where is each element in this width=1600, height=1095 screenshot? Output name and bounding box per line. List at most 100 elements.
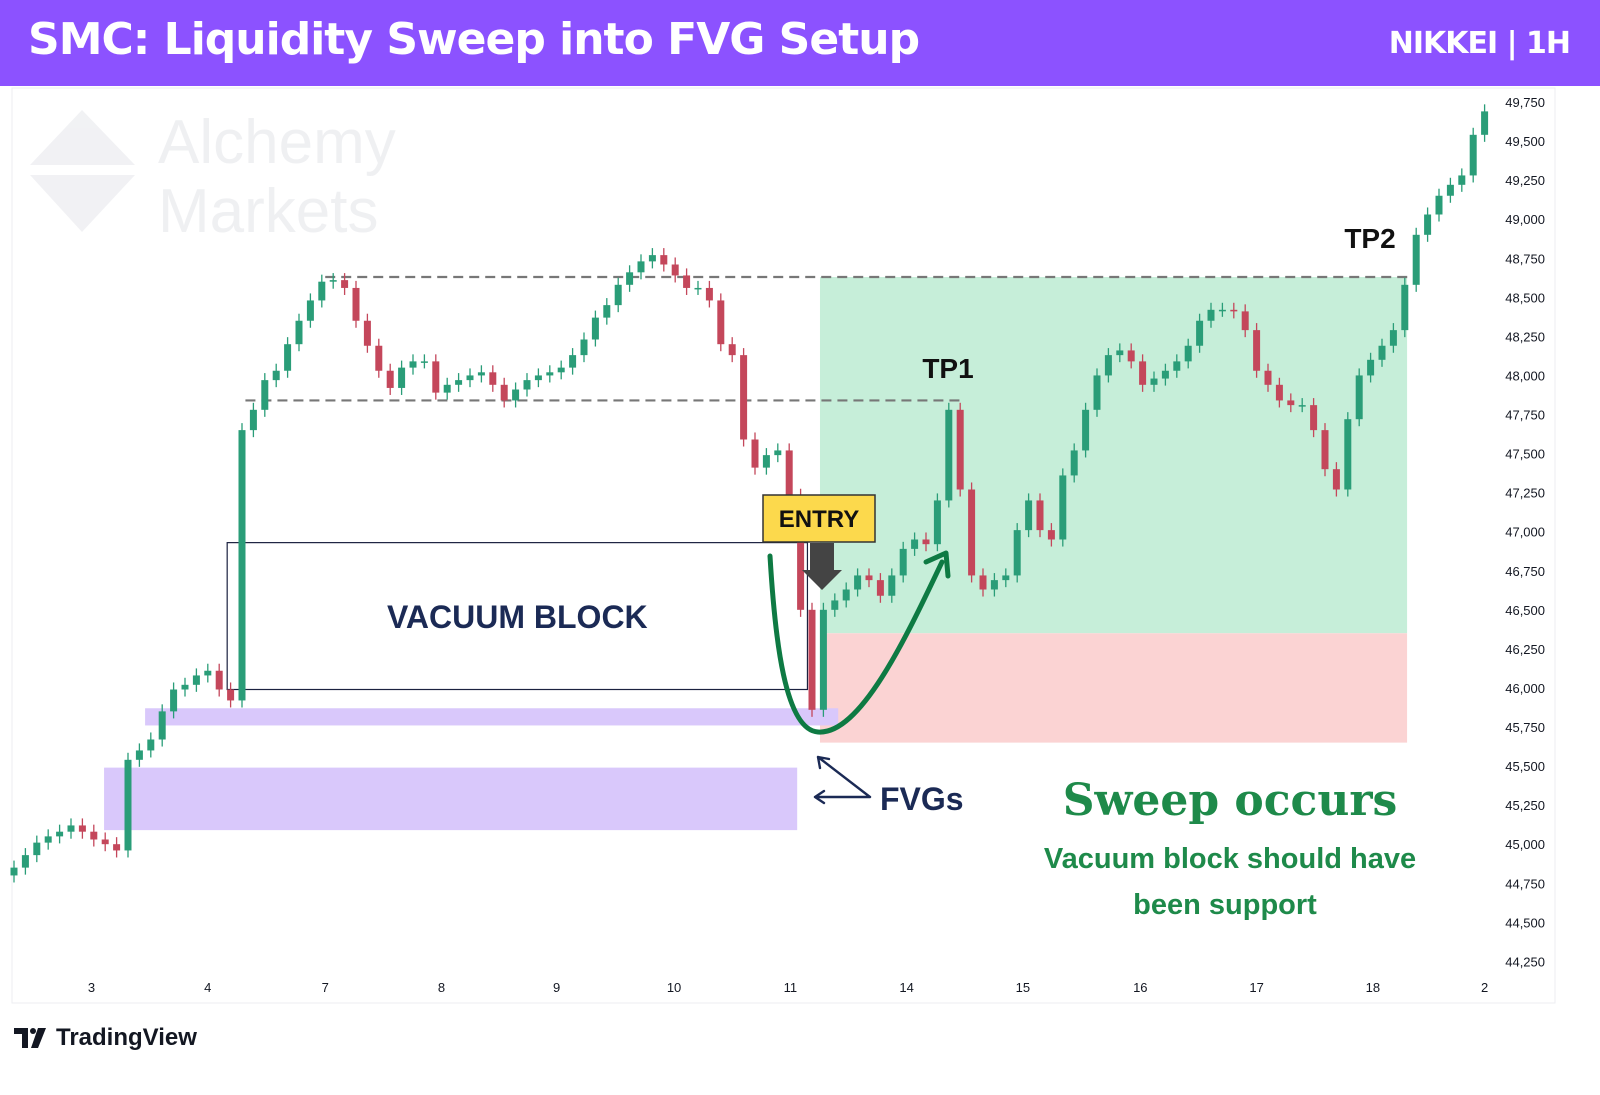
candle-body <box>329 280 337 282</box>
watermark-text: Markets <box>158 177 378 246</box>
y-tick-label: 44,500 <box>1505 915 1545 930</box>
candle-body <box>1139 361 1147 385</box>
y-tick-label: 48,500 <box>1505 290 1545 305</box>
tp1-label: TP1 <box>922 353 973 384</box>
candle-body <box>911 539 919 549</box>
stop-loss-zone <box>819 633 1408 743</box>
candle-body <box>1344 419 1352 490</box>
x-tick-label: 8 <box>438 980 445 995</box>
candle-body <box>1321 430 1329 470</box>
candle-body <box>1127 350 1135 362</box>
y-tick-label: 48,750 <box>1505 251 1545 266</box>
candle-body <box>489 372 497 385</box>
x-tick-label: 11 <box>784 980 798 995</box>
tradingview-brand: TradingView <box>56 1024 197 1051</box>
candle-body <box>238 430 246 701</box>
candle-body <box>318 281 326 301</box>
candle-body <box>284 344 292 371</box>
watermark-logo: Alchemy Markets <box>30 108 396 246</box>
candle-body <box>1424 214 1432 235</box>
candle-body <box>785 450 793 496</box>
candle-body <box>1367 359 1375 376</box>
candle-body <box>375 345 383 371</box>
candle-body <box>1059 475 1067 540</box>
x-tick-label: 17 <box>1249 980 1263 995</box>
y-tick-label: 47,250 <box>1505 486 1545 501</box>
y-tick-label: 46,000 <box>1505 681 1545 696</box>
candle-body <box>101 839 109 845</box>
y-tick-label: 49,500 <box>1505 134 1545 149</box>
candle-body <box>1469 134 1477 176</box>
entry-box <box>762 494 876 543</box>
candle-body <box>409 361 417 368</box>
candle-body <box>1332 469 1340 490</box>
candle-body <box>717 300 725 345</box>
entry-arrow-icon <box>802 543 842 590</box>
candle-body <box>1298 405 1306 407</box>
candle-body <box>1150 378 1158 385</box>
candle-body <box>261 380 269 410</box>
candle-body <box>1161 370 1169 379</box>
candle-body <box>1184 345 1192 362</box>
candle-body <box>1458 175 1466 185</box>
candle-body <box>1310 405 1318 431</box>
sweep-headline: Sweep occurs <box>1063 775 1398 826</box>
candle-body <box>854 575 862 590</box>
candle-body <box>466 375 474 381</box>
candle-body <box>1070 450 1078 476</box>
candle-body <box>272 370 280 381</box>
candle-body <box>1013 530 1021 576</box>
candle-body <box>637 261 645 273</box>
entry-label: ENTRY <box>779 506 859 533</box>
candle-body <box>227 689 235 701</box>
candle-body <box>1389 330 1397 346</box>
y-tick-label: 45,500 <box>1505 759 1545 774</box>
y-tick-label: 46,500 <box>1505 603 1545 618</box>
candle-body <box>306 300 314 321</box>
candle-body <box>78 825 86 832</box>
candle-body <box>945 409 953 501</box>
x-tick-label: 14 <box>899 980 913 995</box>
candle-body <box>956 409 964 490</box>
candle-body <box>181 684 189 690</box>
candle-body <box>135 750 143 760</box>
title-banner: SMC: Liquidity Sweep into FVG Setup NIKK… <box>0 0 1600 86</box>
y-tick-label: 48,250 <box>1505 329 1545 344</box>
y-tick-label: 49,000 <box>1505 212 1545 227</box>
candle-body <box>443 384 451 393</box>
x-tick-label: 4 <box>204 980 211 995</box>
y-tick-label: 47,000 <box>1505 525 1545 540</box>
candle-body <box>1002 575 1010 581</box>
y-tick-label: 44,250 <box>1505 954 1545 969</box>
candle-body <box>398 367 406 388</box>
y-tick-label: 46,750 <box>1505 564 1545 579</box>
candle-body <box>363 320 371 346</box>
x-tick-label: 9 <box>553 980 560 995</box>
y-tick-label: 45,750 <box>1505 720 1545 735</box>
candle-body <box>523 380 531 390</box>
vacuum-block <box>226 542 809 691</box>
sweep-arrowhead-icon <box>923 550 951 579</box>
candle-body <box>56 831 64 837</box>
target-zone <box>819 277 1408 634</box>
candle-body <box>512 389 520 401</box>
candle-body <box>1036 500 1044 531</box>
candle-body <box>1275 384 1283 401</box>
candle-body <box>1025 500 1033 531</box>
candle-body <box>341 280 349 288</box>
candle-body <box>1207 309 1215 321</box>
candle-body <box>546 372 554 376</box>
y-tick-label: 47,750 <box>1505 408 1545 423</box>
y-tick-label: 44,750 <box>1505 876 1545 891</box>
candle-body <box>33 842 41 856</box>
candle-body <box>170 689 178 712</box>
candle-body <box>1481 111 1489 135</box>
candle-body <box>968 489 976 576</box>
candle-body <box>831 600 839 610</box>
candle-body <box>808 609 816 710</box>
candle-body <box>728 344 736 356</box>
candle-body <box>751 439 759 468</box>
watermark-text: Alchemy <box>158 108 396 177</box>
candle-body <box>1173 361 1181 371</box>
candle-body <box>1116 350 1124 356</box>
